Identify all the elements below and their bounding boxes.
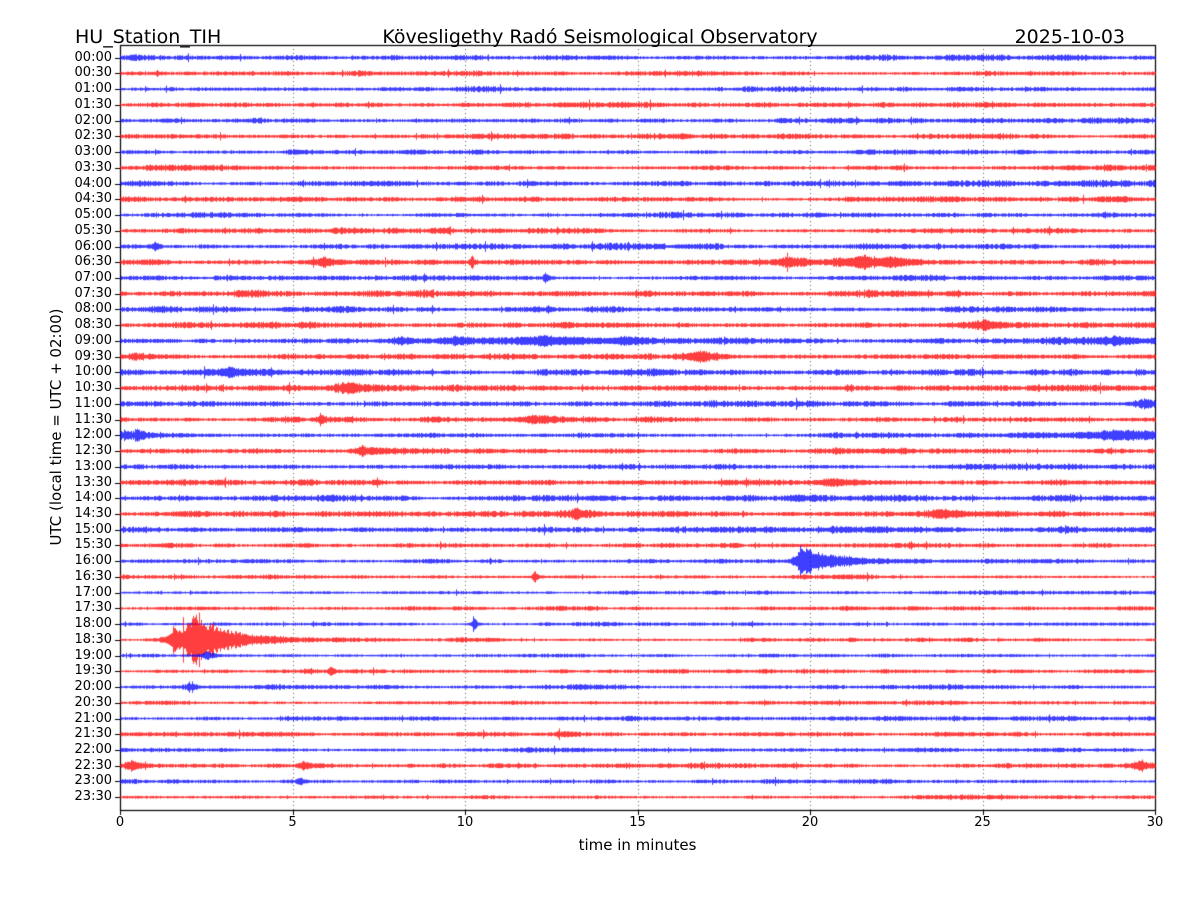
y-tick-label: 18:00 (74, 616, 112, 632)
y-tick-label: 01:30 (74, 96, 112, 112)
y-tick-label: 10:00 (74, 364, 112, 380)
y-tick-label: 09:00 (74, 332, 112, 348)
x-axis-label: time in minutes (578, 836, 697, 854)
y-tick-label: 17:30 (74, 600, 112, 616)
x-tick-label: 10 (456, 815, 474, 830)
x-tick-label: 20 (801, 815, 819, 830)
y-tick-label: 03:00 (74, 144, 112, 160)
y-tick-label: 02:30 (74, 128, 112, 144)
y-tick-label: 19:30 (74, 663, 112, 679)
y-tick-label: 21:30 (74, 726, 112, 742)
y-tick-label: 13:00 (74, 458, 112, 474)
y-tick-label: 23:00 (74, 773, 112, 789)
y-tick-label: 17:00 (74, 584, 112, 600)
y-tick-label: 22:30 (74, 757, 112, 773)
y-tick-label: 23:30 (74, 789, 112, 805)
y-tick-label: 08:00 (74, 301, 112, 317)
y-tick-label: 13:30 (74, 474, 112, 490)
y-tick-label: 11:00 (74, 395, 112, 411)
y-tick-label: 16:30 (74, 568, 112, 584)
x-tick-label: 30 (1146, 815, 1164, 830)
y-tick-label: 07:30 (74, 285, 112, 301)
y-tick-label: 00:00 (74, 49, 112, 65)
y-tick-label: 09:30 (74, 348, 112, 364)
y-tick-label: 14:30 (74, 505, 112, 521)
x-tick-label: 15 (629, 815, 646, 830)
y-tick-label: 22:00 (74, 741, 112, 757)
y-tick-label: 05:00 (74, 207, 112, 223)
x-tick-label: 0 (115, 815, 125, 830)
y-tick-label: 21:00 (74, 710, 112, 726)
y-tick-label: 20:00 (74, 679, 112, 695)
date-title: 2025-10-03 (1014, 26, 1125, 48)
y-tick-label: 08:30 (74, 317, 112, 333)
y-tick-label: 04:00 (74, 175, 112, 191)
y-tick-label: 06:30 (74, 254, 112, 270)
y-tick-label: 15:00 (74, 521, 112, 537)
y-tick-label: 02:00 (74, 112, 112, 128)
x-tick-label: 25 (974, 815, 991, 830)
observatory-title: Kövesligethy Radó Seismological Observat… (382, 26, 818, 48)
y-tick-label: 16:00 (74, 553, 112, 569)
y-tick-label: 11:30 (74, 411, 112, 427)
y-tick-label: 00:30 (74, 65, 112, 81)
x-tick-label: 5 (288, 815, 297, 830)
y-tick-label: 05:30 (74, 222, 112, 238)
y-tick-label: 19:00 (74, 647, 112, 663)
y-tick-label: 06:00 (74, 238, 112, 254)
y-tick-label: 01:00 (74, 81, 112, 97)
y-tick-label: 15:30 (74, 537, 112, 553)
y-tick-label: 18:30 (74, 631, 112, 647)
y-tick-label: 04:30 (74, 191, 112, 207)
y-tick-label: 07:00 (74, 269, 112, 285)
y-tick-label: 12:00 (74, 427, 112, 443)
y-tick-label: 12:30 (74, 443, 112, 459)
y-tick-label: 10:30 (74, 380, 112, 396)
y-tick-label: 14:00 (74, 490, 112, 506)
y-tick-label: 20:30 (74, 694, 112, 710)
y-tick-label: 03:30 (74, 159, 112, 175)
station-title: HU_Station_TIH (75, 26, 222, 48)
